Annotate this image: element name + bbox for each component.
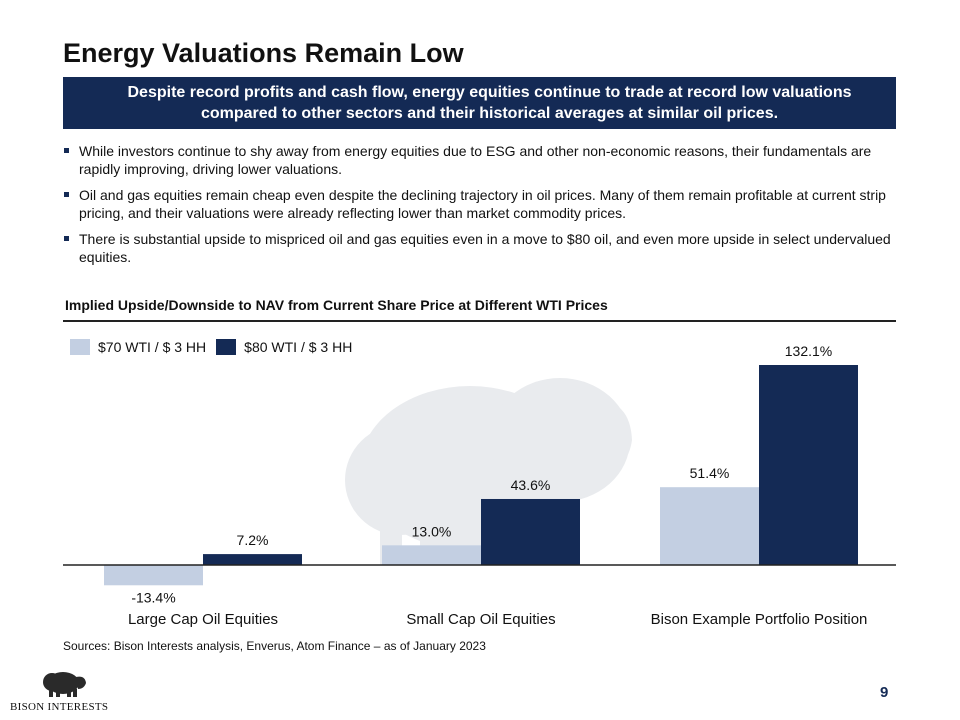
bullet-list: While investors continue to shy away fro… xyxy=(63,142,893,274)
legend-label: $70 WTI / $ 3 HH xyxy=(98,339,207,355)
summary-banner: Despite record profits and cash flow, en… xyxy=(63,77,896,129)
bullet-item: Oil and gas equities remain cheap even d… xyxy=(63,186,893,222)
legend-label: $80 WTI / $ 3 HH xyxy=(244,339,353,355)
legend-item-80-wti: $80 WTI / $ 3 HH xyxy=(216,339,352,355)
data-label: 51.4% xyxy=(690,465,730,481)
legend-swatch xyxy=(70,339,90,355)
data-label: 7.2% xyxy=(237,532,269,548)
bar-80-wti-1 xyxy=(481,498,580,565)
labels-layer: -13.4% 7.2% Large Cap Oil Equities 13.0% 43.… xyxy=(128,343,867,628)
legend-item-70-wti: $70 WTI / $ 3 HH xyxy=(70,339,206,355)
legend-swatch xyxy=(216,339,237,355)
company-logo-text: BISON INTERESTS xyxy=(10,701,109,713)
data-label: 43.6% xyxy=(511,477,551,493)
chart-legend: $70 WTI / $ 3 HH $80 WTI / $ 3 HH xyxy=(70,339,362,355)
bullet-item: There is substantial upside to mispriced… xyxy=(63,230,893,266)
data-label: -13.4% xyxy=(131,589,175,605)
category-label: Small Cap Oil Equities xyxy=(406,611,555,628)
data-label: 13.0% xyxy=(412,523,452,539)
bar-70-wti-2 xyxy=(660,487,759,565)
bar-80-wti-2 xyxy=(759,365,858,565)
category-label: Bison Example Portfolio Position xyxy=(651,611,868,628)
slide-title: Energy Valuations Remain Low xyxy=(63,38,464,68)
page-number: 9 xyxy=(880,684,889,701)
bison-logo-icon xyxy=(43,672,86,697)
bars-layer xyxy=(104,365,858,586)
data-label: 132.1% xyxy=(785,343,832,359)
chart-title: Implied Upside/Downside to NAV from Curr… xyxy=(65,297,608,313)
bar-70-wti-0 xyxy=(104,565,203,586)
category-label: Large Cap Oil Equities xyxy=(128,611,278,628)
bullet-item: While investors continue to shy away fro… xyxy=(63,142,893,178)
chart-title-divider xyxy=(63,320,896,322)
bar-70-wti-1 xyxy=(382,545,481,565)
sources-note: Sources: Bison Interests analysis, Enver… xyxy=(63,639,486,653)
bar-80-wti-0 xyxy=(203,554,302,565)
